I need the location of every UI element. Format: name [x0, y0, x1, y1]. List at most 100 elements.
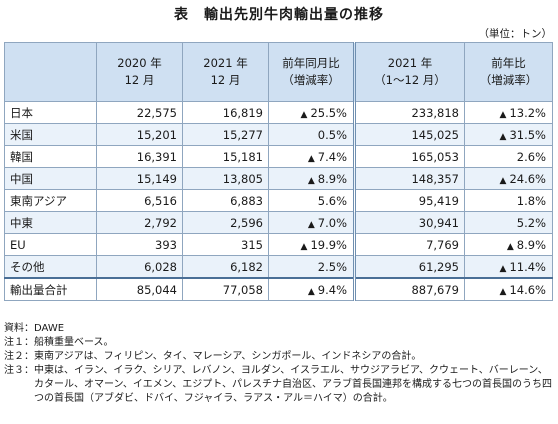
decrease-marker: ▲ — [307, 153, 315, 164]
value-yoy-text: 0.5% — [317, 127, 347, 142]
value-2021-ytd-text: 7,769 — [426, 237, 459, 252]
value-2021-ytd: 887,679 — [353, 277, 465, 301]
header-yoy: 前年同月比 （増減率） — [268, 42, 355, 102]
row-label: EU — [4, 233, 97, 256]
value-2021-dec-text: 13,805 — [222, 171, 263, 186]
row-label-text: 米国 — [10, 127, 33, 142]
row-label: 米国 — [4, 123, 97, 146]
export-table: 2020 年 12 月 2021 年 12 月 前年同月比 （増減率） 2021 年（… — [4, 42, 553, 301]
value-2021-dec-text: 15,277 — [222, 127, 263, 142]
value-yoy-text: 2.5% — [317, 259, 347, 274]
value-yoy: ▲ 9.4% — [268, 277, 355, 301]
value-2021-ytd-text: 165,053 — [411, 149, 459, 164]
note-item: 注３： 中東は、イラン、イラク、シリア、レバノン、ヨルダン、イスラエル、サウジアラ… — [4, 364, 556, 406]
decrease-marker: ▲ — [506, 241, 514, 252]
row-label-text: EU — [10, 237, 26, 252]
note-text: 船積重量ベース。 — [34, 337, 114, 348]
note-item: 注１： 船積重量ベース。 — [4, 336, 556, 350]
value-2021-ytd-text: 95,419 — [418, 193, 459, 208]
decrease-marker: ▲ — [300, 109, 308, 120]
value-2021-dec: 2,596 — [182, 211, 269, 234]
header-row: 2020 年 12 月 2021 年 12 月 前年同月比 （増減率） 2021 年（… — [4, 42, 553, 102]
value-2021-dec: 13,805 — [182, 167, 269, 190]
value-2020-dec: 85,044 — [96, 277, 183, 301]
value-yoy-text: 25.5% — [310, 105, 347, 120]
note-tag: 注１： — [4, 337, 34, 348]
value-yoy: ▲ 8.9% — [268, 167, 355, 190]
note-item: 注２： 東南アジアは、フィリピン、タイ、マレーシア、シンガポール、インドネシアの合… — [4, 350, 556, 364]
value-2020-dec: 393 — [96, 233, 183, 256]
value-2020-dec-text: 15,149 — [136, 171, 177, 186]
total-row: 輸出量合計 85,044 77,058 ▲ 9.4% 887,679 ▲ 14.6% — [4, 277, 553, 301]
value-2020-dec-text: 6,028 — [144, 259, 177, 274]
value-2021-ytd-text: 887,679 — [411, 282, 459, 297]
value-ytd-yoy: 5.2% — [464, 211, 553, 234]
row-label: 韓国 — [4, 145, 97, 168]
row-label-text: 中国 — [10, 171, 33, 186]
value-2021-ytd: 145,025 — [353, 123, 465, 146]
table-row: 日本 22,575 16,819 ▲ 25.5% 233,818 ▲ 13.2% — [4, 101, 553, 124]
value-2021-dec: 15,181 — [182, 145, 269, 168]
value-2021-ytd-text: 145,025 — [411, 127, 459, 142]
decrease-marker: ▲ — [307, 175, 315, 186]
header-ytd-yoy: 前年比 （増減率） — [464, 42, 553, 102]
row-label-text: 輸出量合計 — [10, 282, 68, 297]
table-row: 米国 15,201 15,277 0.5% 145,025 ▲ 31.5% — [4, 123, 553, 146]
value-2021-ytd: 233,818 — [353, 101, 465, 124]
row-label-text: 韓国 — [10, 149, 33, 164]
value-ytd-yoy: ▲ 13.2% — [464, 101, 553, 124]
decrease-marker: ▲ — [499, 175, 507, 186]
value-yoy-text: 7.0% — [317, 215, 347, 230]
value-ytd-yoy-text: 1.8% — [516, 193, 546, 208]
value-2020-dec: 22,575 — [96, 101, 183, 124]
value-2020-dec: 2,792 — [96, 211, 183, 234]
value-2021-ytd-text: 61,295 — [418, 259, 459, 274]
notes: 資料： DAWE 注１： 船積重量ベース。 注２： 東南アジアは、フィリピン、タイ、マレー… — [4, 322, 556, 406]
value-ytd-yoy-text: 11.4% — [509, 259, 546, 274]
row-label-text: 中東 — [10, 215, 33, 230]
value-yoy: 5.6% — [268, 189, 355, 212]
value-yoy: ▲ 25.5% — [268, 101, 355, 124]
value-ytd-yoy-text: 31.5% — [509, 127, 546, 142]
value-2021-dec-text: 6,182 — [230, 259, 263, 274]
decrease-marker: ▲ — [499, 263, 507, 274]
value-2020-dec-text: 15,201 — [136, 127, 177, 142]
value-2021-dec-text: 77,058 — [222, 282, 263, 297]
value-2021-dec: 6,883 — [182, 189, 269, 212]
decrease-marker: ▲ — [307, 286, 315, 297]
table-row: その他 6,028 6,182 2.5% 61,295 ▲ 11.4% — [4, 255, 553, 279]
value-2021-dec-text: 6,883 — [230, 193, 263, 208]
value-yoy-text: 19.9% — [310, 237, 347, 252]
row-label: 中国 — [4, 167, 97, 190]
value-ytd-yoy-text: 8.9% — [516, 237, 546, 252]
value-2020-dec-text: 16,391 — [136, 149, 177, 164]
value-yoy: ▲ 19.9% — [268, 233, 355, 256]
row-label-text: その他 — [10, 259, 45, 274]
value-ytd-yoy: 1.8% — [464, 189, 553, 212]
value-2020-dec-text: 2,792 — [144, 215, 177, 230]
value-ytd-yoy-text: 14.6% — [509, 282, 546, 297]
row-label-text: 東南アジア — [10, 193, 68, 208]
row-label-text: 日本 — [10, 105, 33, 120]
decrease-marker: ▲ — [307, 219, 315, 230]
table-row: 韓国 16,391 15,181 ▲ 7.4% 165,053 2.6% — [4, 145, 553, 168]
table-row: EU 393 315 ▲ 19.9% 7,769 ▲ 8.9% — [4, 233, 553, 256]
value-2021-ytd-text: 148,357 — [411, 171, 459, 186]
value-yoy-text: 9.4% — [317, 282, 347, 297]
note-text: DAWE — [34, 323, 65, 334]
header-2021-ytd: 2021 年（1〜12 月） — [353, 42, 465, 102]
value-2020-dec: 15,201 — [96, 123, 183, 146]
row-label: 中東 — [4, 211, 97, 234]
note-item: 資料： DAWE — [4, 322, 556, 336]
decrease-marker: ▲ — [499, 286, 507, 297]
value-2021-ytd-text: 233,818 — [411, 105, 459, 120]
value-2021-dec: 15,277 — [182, 123, 269, 146]
header-2021-dec: 2021 年 12 月 — [182, 42, 269, 102]
value-2020-dec-text: 22,575 — [136, 105, 177, 120]
value-2021-dec-text: 16,819 — [222, 105, 263, 120]
value-2021-ytd: 61,295 — [353, 255, 465, 279]
note-tag: 注３： — [4, 365, 34, 376]
value-2020-dec-text: 85,044 — [136, 282, 177, 297]
value-2021-dec-text: 315 — [241, 237, 263, 252]
value-ytd-yoy: ▲ 14.6% — [464, 277, 553, 301]
